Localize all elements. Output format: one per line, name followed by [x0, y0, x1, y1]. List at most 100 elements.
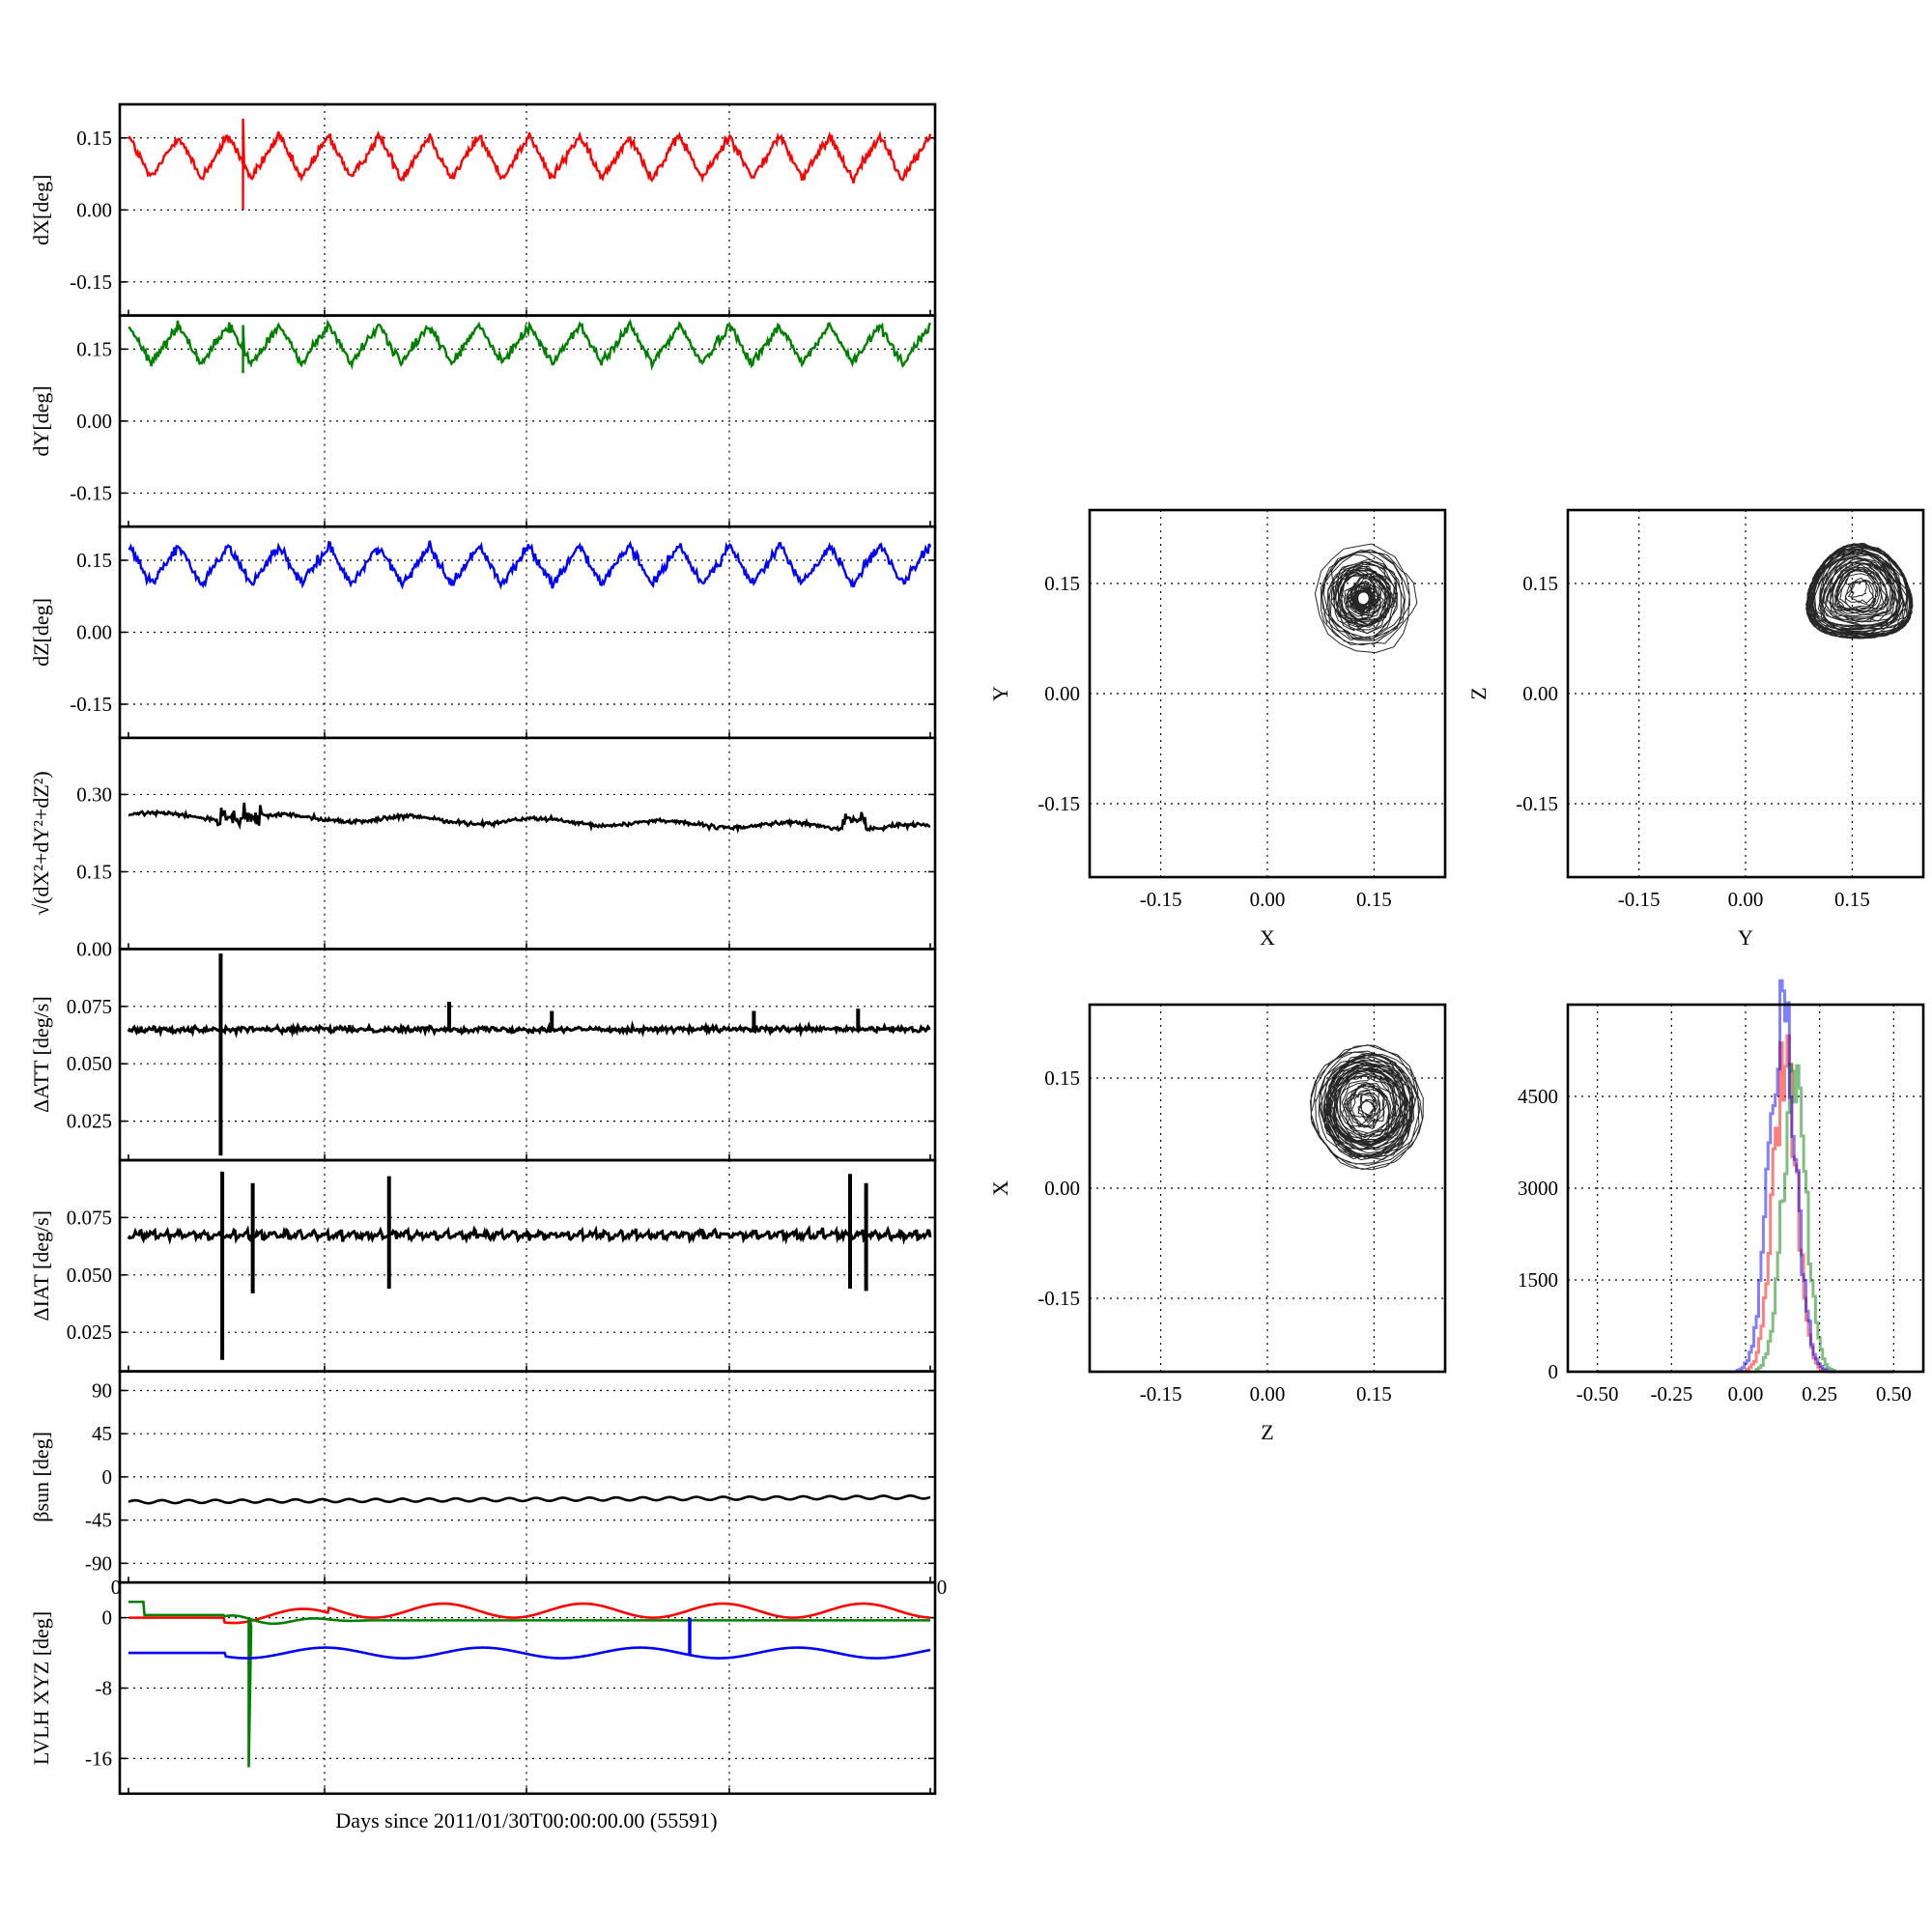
series-line-red	[128, 1602, 931, 1625]
x-axis-label: Y	[1738, 925, 1753, 950]
stray-tick-label-right: 0	[937, 1576, 948, 1599]
panel-frame	[118, 1580, 937, 1796]
y-tick-label: -8	[96, 1677, 113, 1700]
y-axis-label: dZ[deg]	[29, 598, 53, 667]
y-tick-label: -0.15	[70, 693, 112, 716]
x-tick-label: -0.25	[1650, 1382, 1692, 1406]
series-line-blue	[128, 540, 932, 590]
y-axis-label: dY[deg]	[29, 385, 53, 456]
y-tick-label: 0.025	[67, 1321, 112, 1344]
panel-3: -0.15 0.00 0.15 dZ[deg]	[29, 525, 937, 740]
x-tick-label: 0.00	[1728, 888, 1764, 911]
series-line-blue	[128, 1646, 931, 1660]
panel-frame	[1566, 1003, 1925, 1374]
y-tick-label: 1500	[1518, 1268, 1558, 1292]
y-axis-label: √(dX²+dY²+dZ²)	[29, 771, 53, 916]
panel-1: -0.15 0.00 0.15 dX[deg]	[29, 102, 937, 317]
y-tick-label: 0.075	[67, 1206, 112, 1229]
y-axis-label: X	[988, 1180, 1012, 1196]
panel-5: 0.025 0.050 0.075 ΔATT [deg/s]	[29, 948, 937, 1162]
trajectory-line	[1309, 1044, 1424, 1171]
y-tick-label: 0.15	[76, 860, 112, 883]
y-tick-label: 0.025	[67, 1110, 112, 1133]
y-axis-label: ΔIAT [deg/s]	[29, 1210, 53, 1321]
y-tick-label: 0.00	[76, 410, 112, 433]
y-tick-label: 45	[92, 1422, 112, 1445]
y-axis-label: Y	[988, 686, 1012, 701]
time-series-panels: -0.15 0.00 0.15 dX[deg] -0.15 0.00 0.15 dY[deg]…	[29, 102, 937, 1796]
y-tick-label: 0.00	[1044, 682, 1080, 705]
y-tick-label: 0.15	[1522, 572, 1558, 595]
series-line-green	[128, 1600, 930, 1768]
y-tick-label: 0.15	[1044, 572, 1080, 595]
panel-frame	[1088, 508, 1447, 879]
trajectory-line	[1314, 543, 1418, 654]
panel-frame	[1088, 1003, 1447, 1374]
series-line-green	[128, 319, 932, 374]
series-line-black	[127, 1020, 931, 1038]
y-tick-label: 0	[102, 1465, 113, 1489]
y-tick-label: 0.15	[76, 127, 112, 150]
panel-8: -16 -8 0 LVLH XYZ [deg]	[29, 1580, 937, 1796]
x-axis-label: Z	[1261, 1420, 1273, 1444]
x-axis-label: X	[1260, 925, 1275, 950]
y-tick-label: 0.00	[76, 621, 112, 644]
x-tick-label: 0.00	[1250, 1382, 1286, 1406]
y-tick-label: 0.30	[76, 782, 112, 806]
y-tick-label: 3000	[1518, 1177, 1558, 1200]
x-tick-label: 0.00	[1250, 888, 1286, 911]
x-tick-label: 0.25	[1802, 1382, 1837, 1406]
y-tick-label: -0.15	[1037, 1287, 1080, 1310]
x-tick-label: 0.50	[1876, 1382, 1912, 1406]
scatter-panel-ZX: -0.15 -0.15 0.00 0.00 0.15 0.15 Z X	[988, 1003, 1447, 1444]
y-axis-label: LVLH XYZ [deg]	[29, 1611, 53, 1765]
y-tick-label: 90	[92, 1378, 112, 1402]
x-tick-label: -0.15	[1140, 888, 1182, 911]
y-axis-label: βsun [deg]	[29, 1432, 53, 1522]
y-tick-label: -0.15	[70, 270, 112, 294]
y-tick-label: -16	[85, 1747, 112, 1770]
panel-7: -90 -45 0 45 90 βsun [deg]	[29, 1370, 937, 1584]
x-tick-label: 0.15	[1356, 1382, 1392, 1406]
x-tick-label: 0.15	[1356, 888, 1392, 911]
stray-tick-label-left: 0	[111, 1576, 122, 1599]
y-tick-label: 0.15	[1044, 1066, 1080, 1090]
correlation-panels: -0.15 -0.15 0.00 0.00 0.15 0.15 X Y -0.15 -0.15 0.…	[988, 508, 1925, 1444]
x-tick-label: 0.00	[1728, 1382, 1764, 1406]
y-axis-label: ΔATT [deg/s]	[29, 996, 53, 1113]
y-tick-label: 0.00	[1044, 1177, 1080, 1200]
y-tick-label: -90	[85, 1551, 112, 1575]
y-tick-label: 4500	[1518, 1085, 1558, 1108]
y-axis-label: dX[deg]	[29, 175, 53, 245]
y-tick-label: 0.00	[1522, 682, 1558, 705]
panel-frame	[118, 948, 937, 1162]
y-tick-label: -0.15	[1037, 792, 1080, 815]
x-tick-label: -0.15	[1618, 888, 1661, 911]
y-tick-label: 0.075	[67, 995, 112, 1018]
panel-frame	[118, 1158, 937, 1373]
y-axis-label: Z	[1466, 687, 1491, 699]
panel-4: 0.00 0.15 0.30 √(dX²+dY²+dZ²)	[29, 736, 937, 960]
series-line-red	[128, 118, 932, 211]
histogram-series-green	[1597, 1062, 1894, 1374]
panel-2: -0.15 0.00 0.15 dY[deg]	[29, 314, 937, 528]
y-tick-label: 0.00	[76, 937, 112, 960]
y-tick-label: -0.15	[70, 481, 112, 504]
panel-frame	[1566, 508, 1925, 879]
y-tick-label: 0.050	[67, 1052, 112, 1075]
panel-frame	[118, 736, 937, 951]
series-line-black	[128, 802, 931, 835]
y-tick-label: -45	[85, 1509, 112, 1532]
panel-6: 0.025 0.050 0.075 ΔIAT [deg/s]	[29, 1158, 937, 1373]
scatter-panel-YZ: -0.15 -0.15 0.00 0.00 0.15 0.15 Y Z	[1466, 508, 1925, 950]
y-tick-label: -0.15	[1516, 792, 1558, 815]
y-tick-label: 0.00	[76, 198, 112, 221]
series-line-black	[127, 1224, 932, 1245]
x-tick-label: 0.15	[1834, 888, 1870, 911]
scatter-panel-XY: -0.15 -0.15 0.00 0.00 0.15 0.15 X Y	[988, 508, 1447, 950]
y-tick-label: 0	[102, 1606, 113, 1630]
x-tick-label: -0.15	[1140, 1382, 1182, 1406]
shared-x-axis-label: Days since 2011/01/30T00:00:00.00 (55591…	[335, 1808, 717, 1833]
y-tick-label: 0.15	[76, 337, 112, 360]
x-tick-label: -0.50	[1577, 1382, 1619, 1406]
